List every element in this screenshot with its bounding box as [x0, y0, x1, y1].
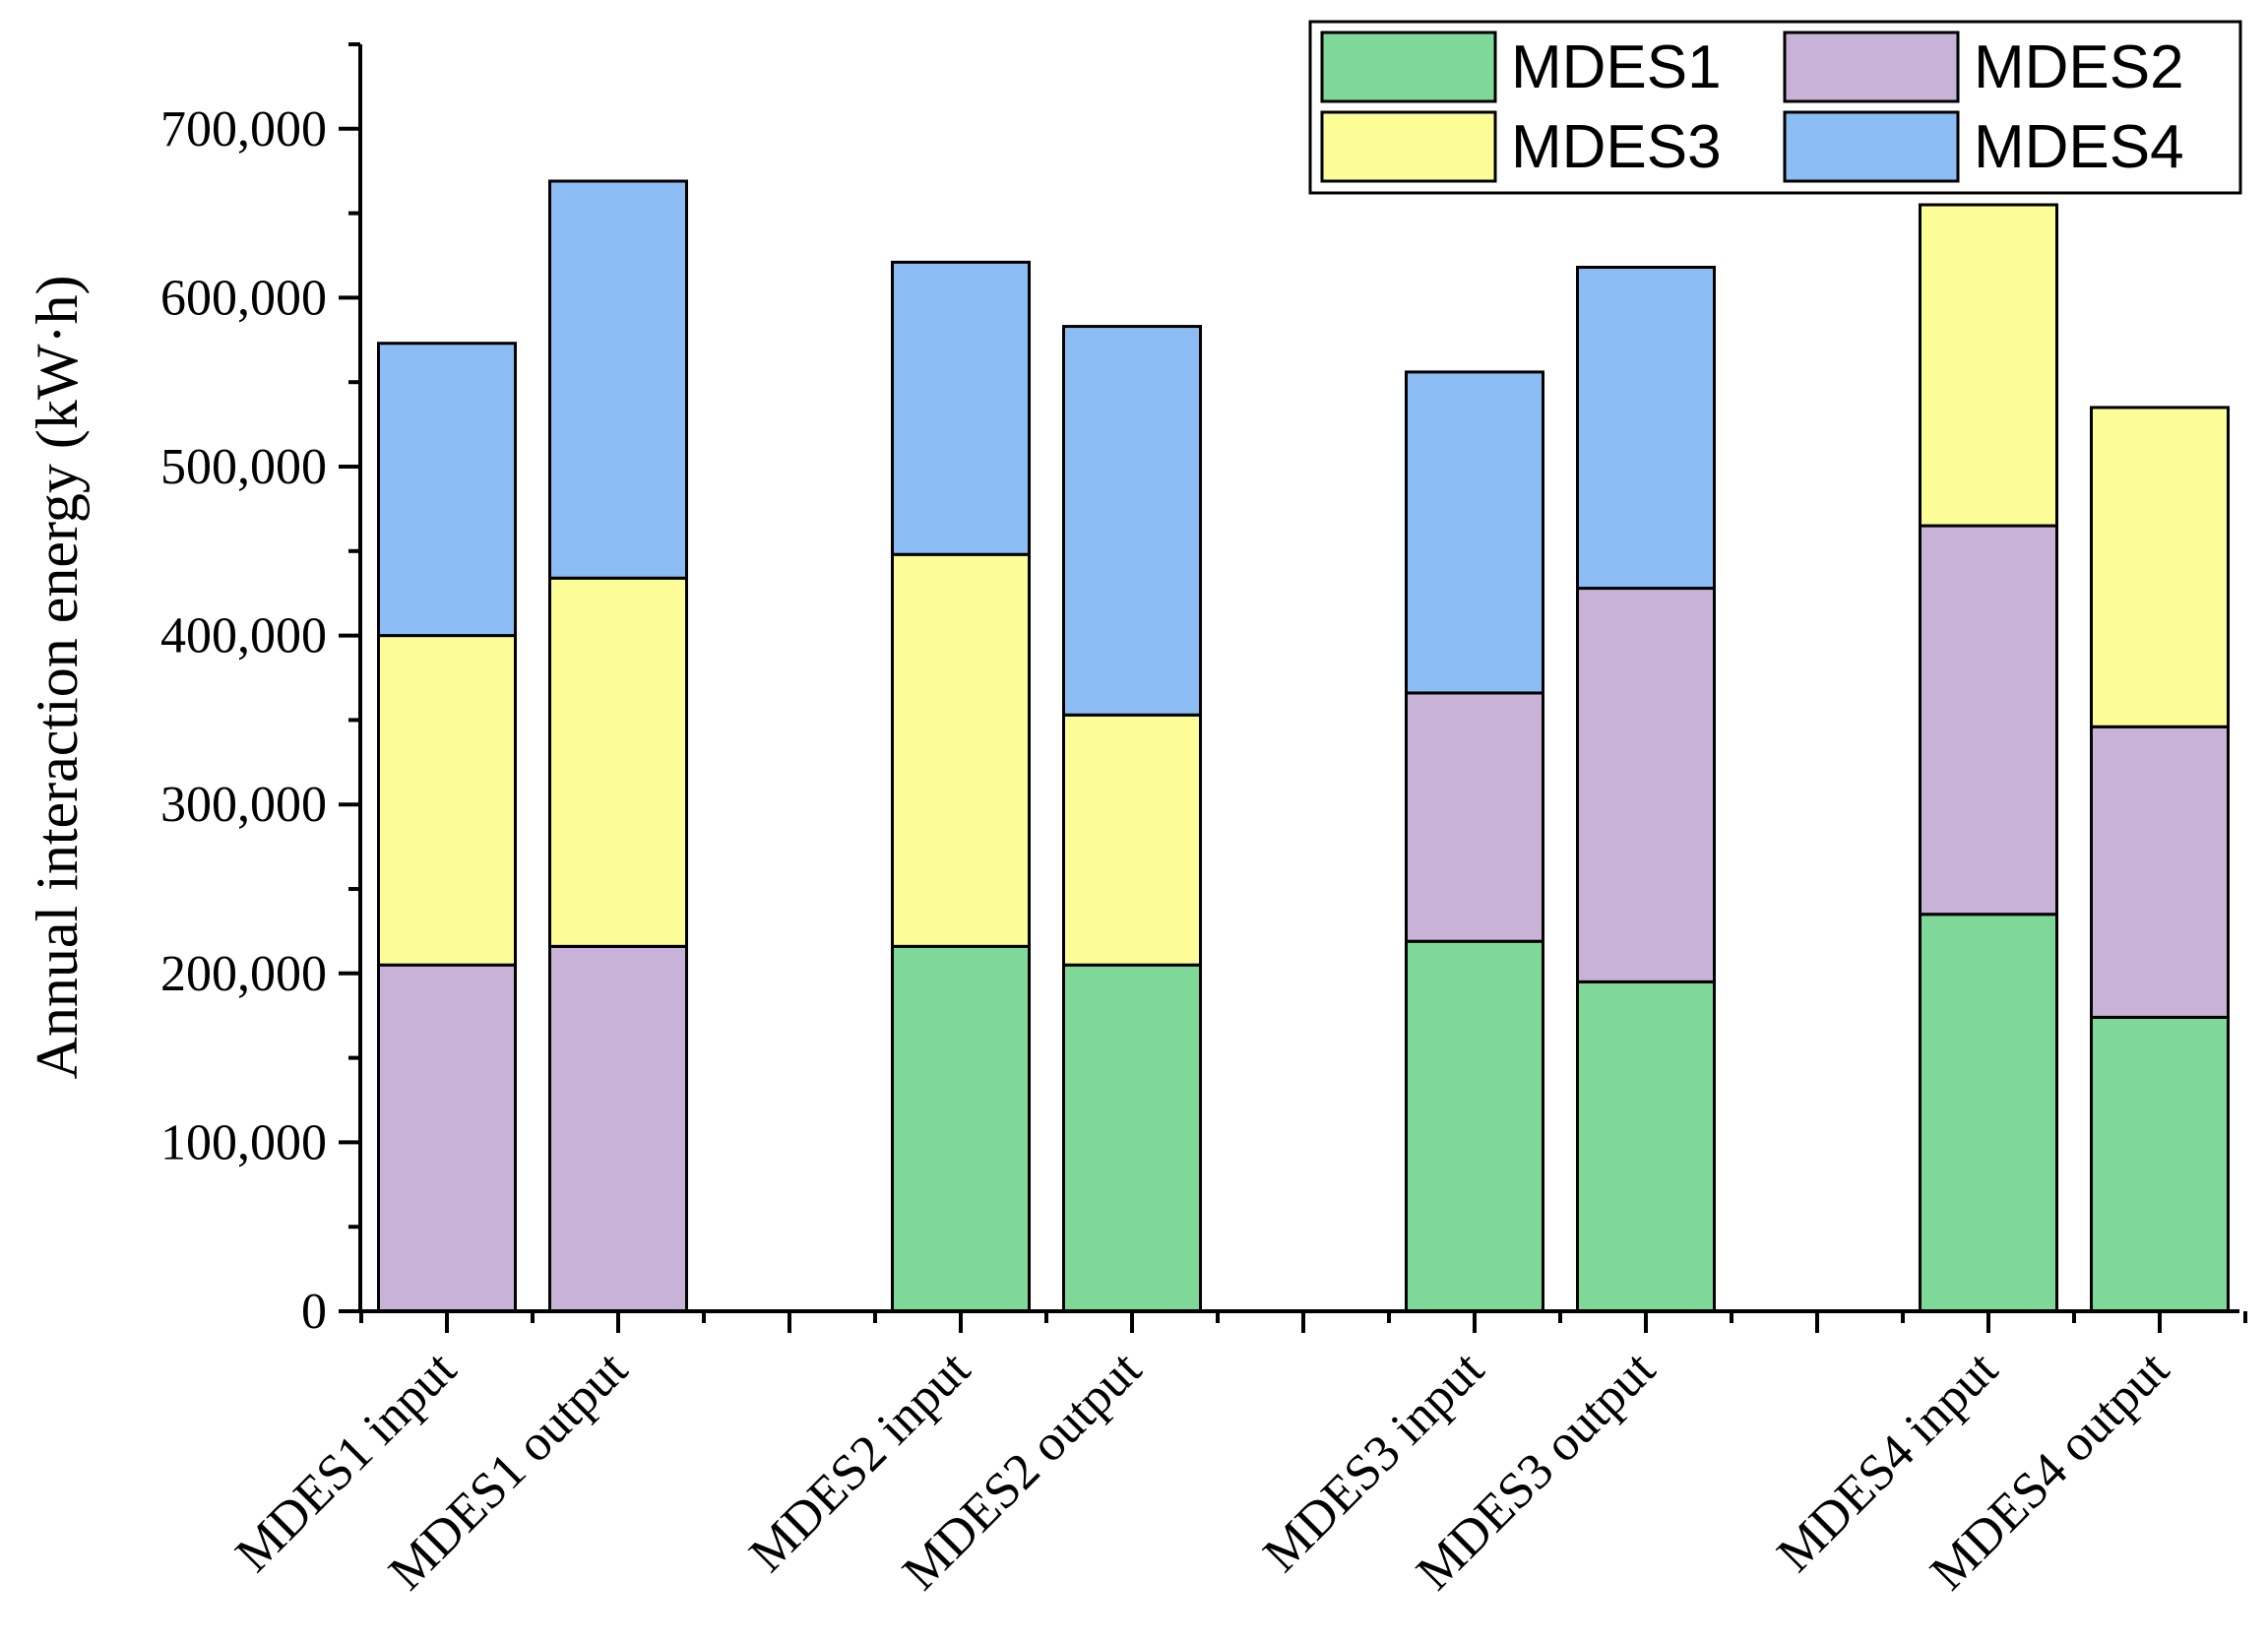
bar-segment-8-1	[2090, 1015, 2230, 1313]
bar-segment-8-3	[2090, 406, 2230, 728]
bar-segment-8-2	[2090, 725, 2230, 1019]
legend: MDES1 MDES2 MDES3 MDES4	[1308, 20, 2242, 195]
bar-segment-6-2	[1576, 587, 1716, 983]
bar-segment-7-2	[1919, 524, 2058, 916]
bar-segment-4-1	[1062, 963, 1202, 1313]
bar-segment-2-2	[548, 944, 688, 1313]
y-tick-label: 500,000	[160, 439, 327, 495]
bar-segment-1-4	[377, 342, 517, 638]
bar-segment-3-3	[891, 552, 1031, 948]
y-axis-title: Annual interaction energy (kW·h)	[25, 276, 90, 1080]
legend-label-2: MDES2	[1974, 33, 2184, 101]
bar-segment-6-1	[1576, 979, 1716, 1313]
bar-segment-5-1	[1405, 939, 1544, 1313]
legend-swatch-2	[1783, 31, 1960, 103]
y-tick-label: 300,000	[160, 777, 327, 833]
y-tick-label: 200,000	[160, 946, 327, 1002]
bar-segment-5-2	[1405, 691, 1544, 943]
y-tick-label: 100,000	[160, 1114, 327, 1170]
bar-segment-6-4	[1576, 266, 1716, 591]
legend-label-1: MDES1	[1511, 33, 1722, 101]
legend-label-4: MDES4	[1974, 113, 2184, 181]
bar-segment-2-4	[548, 179, 688, 580]
bar-segment-4-3	[1062, 713, 1202, 967]
y-tick-label: 0	[301, 1284, 327, 1340]
legend-swatch-4	[1783, 110, 1960, 183]
bar-segment-7-1	[1919, 913, 2058, 1313]
y-tick-label: 400,000	[160, 608, 327, 664]
legend-swatch-1	[1320, 31, 1497, 103]
y-tick-label: 700,000	[160, 101, 327, 158]
bar-segment-3-1	[891, 944, 1031, 1313]
bar-segment-5-4	[1405, 370, 1544, 695]
legend-label-3: MDES3	[1511, 113, 1722, 181]
bar-segment-4-4	[1062, 325, 1202, 717]
bar-segment-1-3	[377, 634, 517, 967]
y-tick-label: 600,000	[160, 270, 327, 326]
bar-segment-2-3	[548, 576, 688, 948]
bars-layer	[377, 179, 2230, 1313]
bar-segment-3-4	[891, 260, 1031, 556]
legend-swatch-3	[1320, 110, 1497, 183]
bar-segment-7-3	[1919, 203, 2058, 528]
bar-segment-1-2	[377, 963, 517, 1313]
